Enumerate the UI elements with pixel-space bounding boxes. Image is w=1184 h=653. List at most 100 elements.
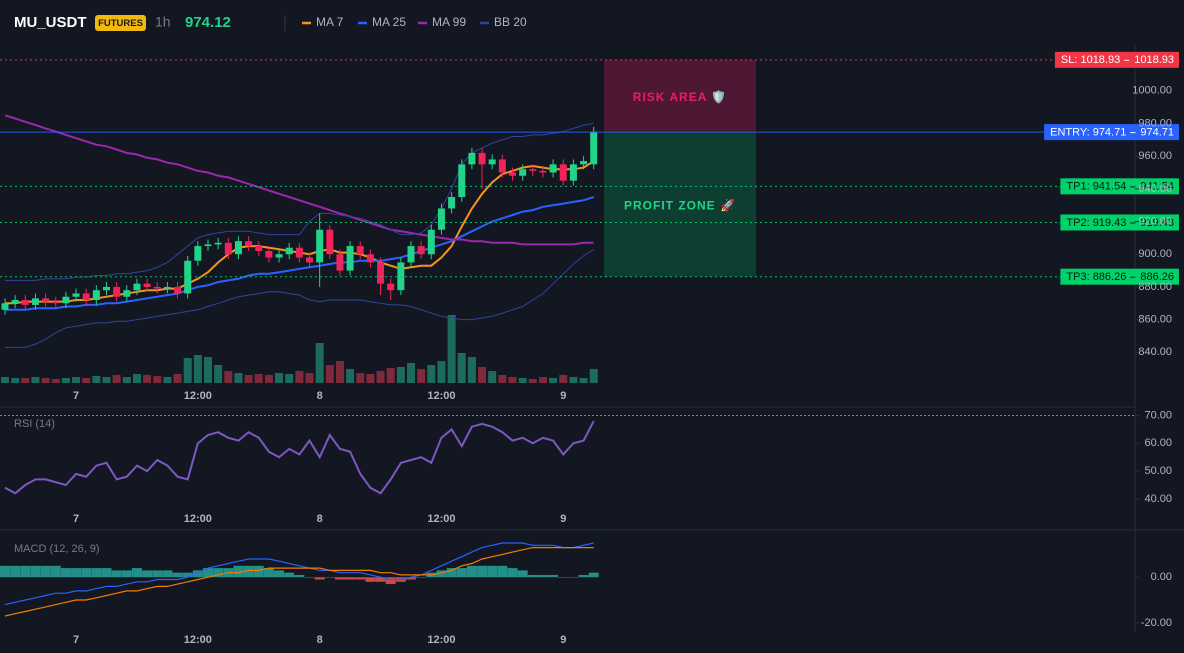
volume-bar — [143, 375, 152, 383]
level-price: 974.71 — [1140, 127, 1174, 139]
histogram-bar — [375, 577, 386, 582]
candle-body — [285, 247, 293, 255]
y-tick-label: 940.00 — [1138, 183, 1172, 195]
histogram-bar — [213, 568, 224, 578]
volume-bar — [122, 377, 131, 383]
histogram-bar — [385, 577, 396, 585]
level-price: 919.43 — [1140, 217, 1174, 229]
candle-body — [42, 298, 50, 302]
indicator-line — [5, 160, 595, 305]
volume-bar — [153, 376, 162, 383]
level-tag — [1060, 178, 1179, 195]
risk-zone — [604, 59, 756, 133]
level-price: 886.26 — [1140, 271, 1174, 283]
x-tick-label: 9 — [560, 634, 566, 646]
volume-bar — [396, 367, 405, 383]
candle-body — [458, 164, 466, 198]
volume-bar — [579, 378, 588, 383]
volume-bar — [163, 377, 172, 383]
volume-bar — [82, 378, 91, 383]
pane-title: RSI (14) — [14, 418, 55, 430]
candle-body — [427, 229, 435, 255]
candle-body — [184, 260, 192, 294]
candle-body — [204, 244, 212, 247]
y-tick-label: 40.00 — [1144, 493, 1172, 505]
volume-bar — [193, 355, 202, 383]
volume-bar — [315, 343, 324, 383]
volume-bar — [285, 374, 294, 383]
histogram-bar — [40, 565, 51, 578]
candle-body — [366, 254, 374, 263]
volume-bar — [488, 371, 497, 383]
candle-body — [478, 152, 486, 165]
histogram-bar — [10, 565, 21, 578]
histogram-bar — [60, 568, 71, 578]
candle-body — [123, 290, 131, 297]
volume-bar — [61, 378, 70, 383]
histogram-bar — [527, 574, 538, 578]
candle-body — [519, 169, 527, 176]
histogram-bar — [131, 568, 142, 578]
candle-body — [153, 286, 161, 289]
level-tag — [1060, 214, 1179, 231]
x-tick-label: 7 — [73, 390, 79, 402]
pane-title: MACD (12, 26, 9) — [14, 543, 100, 555]
volume-bar — [417, 369, 426, 383]
volume-bar — [214, 365, 223, 383]
candle-body — [224, 242, 232, 255]
volume-bar — [467, 357, 476, 383]
y-tick-label: 920.00 — [1138, 215, 1172, 227]
level-tag — [1060, 268, 1179, 285]
band-line — [5, 248, 594, 348]
volume-bar — [549, 378, 558, 383]
candle-body — [407, 246, 415, 263]
candle-body — [326, 229, 334, 255]
candle-body — [72, 293, 80, 297]
candle-body — [245, 241, 253, 247]
y-tick-label: 880.00 — [1138, 281, 1172, 293]
histogram-bar — [537, 574, 548, 578]
volume-bar — [508, 377, 517, 383]
histogram-bar — [517, 570, 528, 578]
candle-body — [265, 250, 273, 258]
candle-body — [82, 293, 90, 300]
candle-body — [468, 152, 476, 165]
x-tick-label: 7 — [73, 513, 79, 525]
volume-bar — [427, 365, 436, 383]
candle-body — [569, 164, 577, 181]
volume-bar — [447, 315, 456, 383]
histogram-bar — [0, 565, 10, 578]
level-label: ENTRY: 974.71 — [1050, 127, 1126, 139]
candle-body — [234, 241, 242, 255]
legend-label: BB 20 — [494, 15, 527, 29]
histogram-bar — [588, 572, 599, 578]
badge-bg — [95, 15, 146, 31]
zone-label: RISK AREA 🛡️ — [633, 90, 727, 104]
candle-body — [529, 169, 537, 171]
histogram-bar — [243, 565, 254, 578]
y-tick-label: 50.00 — [1144, 465, 1172, 477]
volume-bar — [346, 369, 355, 383]
candle-body — [316, 229, 324, 263]
volume-bar — [224, 371, 233, 383]
volume-bar — [173, 374, 182, 383]
candle-body — [143, 283, 151, 287]
histogram-bar — [365, 577, 376, 582]
indicator-line — [4, 114, 594, 246]
histogram-bar — [334, 577, 345, 580]
candle-body — [133, 283, 141, 291]
candle-body — [448, 197, 456, 209]
volume-bar — [478, 367, 487, 383]
histogram-bar — [192, 570, 203, 578]
histogram-bar — [111, 570, 122, 578]
volume-bar — [254, 374, 263, 383]
x-tick-label: 9 — [560, 513, 566, 525]
histogram-bar — [497, 565, 508, 578]
histogram-bar — [81, 568, 92, 578]
volume-bar — [275, 373, 284, 383]
volume-bar — [437, 361, 446, 383]
histogram-bar — [345, 577, 356, 580]
candle-body — [336, 254, 344, 271]
histogram-bar — [568, 577, 579, 578]
volume-bar — [386, 368, 395, 383]
